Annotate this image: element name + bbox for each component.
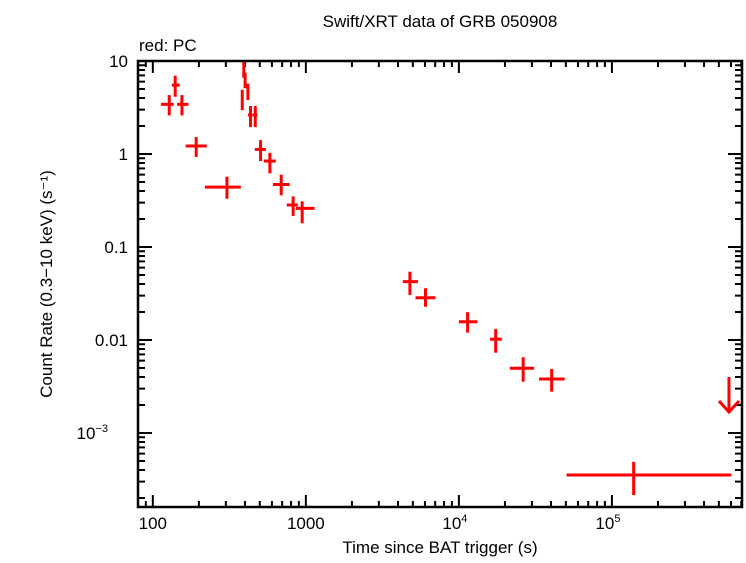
x-tick-label: 100	[139, 514, 167, 533]
chart-title: Swift/XRT data of GRB 050908	[323, 12, 558, 31]
data-point	[185, 137, 207, 157]
y-tick-label: 1	[119, 145, 128, 164]
data-point	[566, 461, 732, 496]
data-point	[272, 174, 290, 196]
data-point	[253, 106, 258, 128]
y-tick-label: 0.01	[95, 331, 128, 350]
data-point	[171, 75, 180, 97]
data-point	[240, 89, 244, 111]
data-points	[160, 61, 741, 496]
data-point	[539, 368, 565, 392]
x-tick-exponent: 5	[614, 513, 620, 525]
axis-ticks	[137, 60, 743, 507]
data-point	[295, 201, 315, 224]
data-point	[246, 83, 250, 101]
tick-labels: 100 1000 104 105 10 1 0.1 0.01 10−3	[77, 52, 621, 533]
upper-limit-head	[717, 399, 741, 415]
data-point	[402, 271, 418, 295]
chart-subtitle: red: PC	[139, 36, 197, 55]
data-point	[490, 329, 502, 353]
data-point	[286, 196, 298, 217]
data-point	[160, 95, 174, 116]
x-tick-label: 104	[442, 513, 467, 533]
data-point	[509, 357, 535, 382]
data-point	[263, 152, 276, 174]
data-point	[243, 72, 247, 89]
data-point	[458, 312, 478, 333]
data-point	[247, 106, 253, 128]
data-point	[415, 288, 436, 307]
data-point	[254, 140, 267, 162]
upper-limit-arrow	[717, 376, 741, 415]
y-tick-label: 0.1	[104, 238, 128, 257]
plot-frame	[136, 59, 744, 509]
x-tick-label: 1000	[287, 514, 325, 533]
x-tick-exponent: 4	[461, 513, 467, 525]
data-point	[204, 176, 241, 199]
y-tick-exponent: −3	[95, 423, 108, 435]
x-tick-label: 105	[595, 513, 620, 533]
y-tick-label: 10	[109, 52, 128, 71]
y-axis-label: Count Rate (0.3−10 keV) (s⁻¹)	[37, 170, 56, 398]
y-tick-label: 10−3	[77, 423, 108, 443]
data-point	[177, 95, 189, 116]
x-axis-label: Time since BAT trigger (s)	[342, 538, 537, 557]
